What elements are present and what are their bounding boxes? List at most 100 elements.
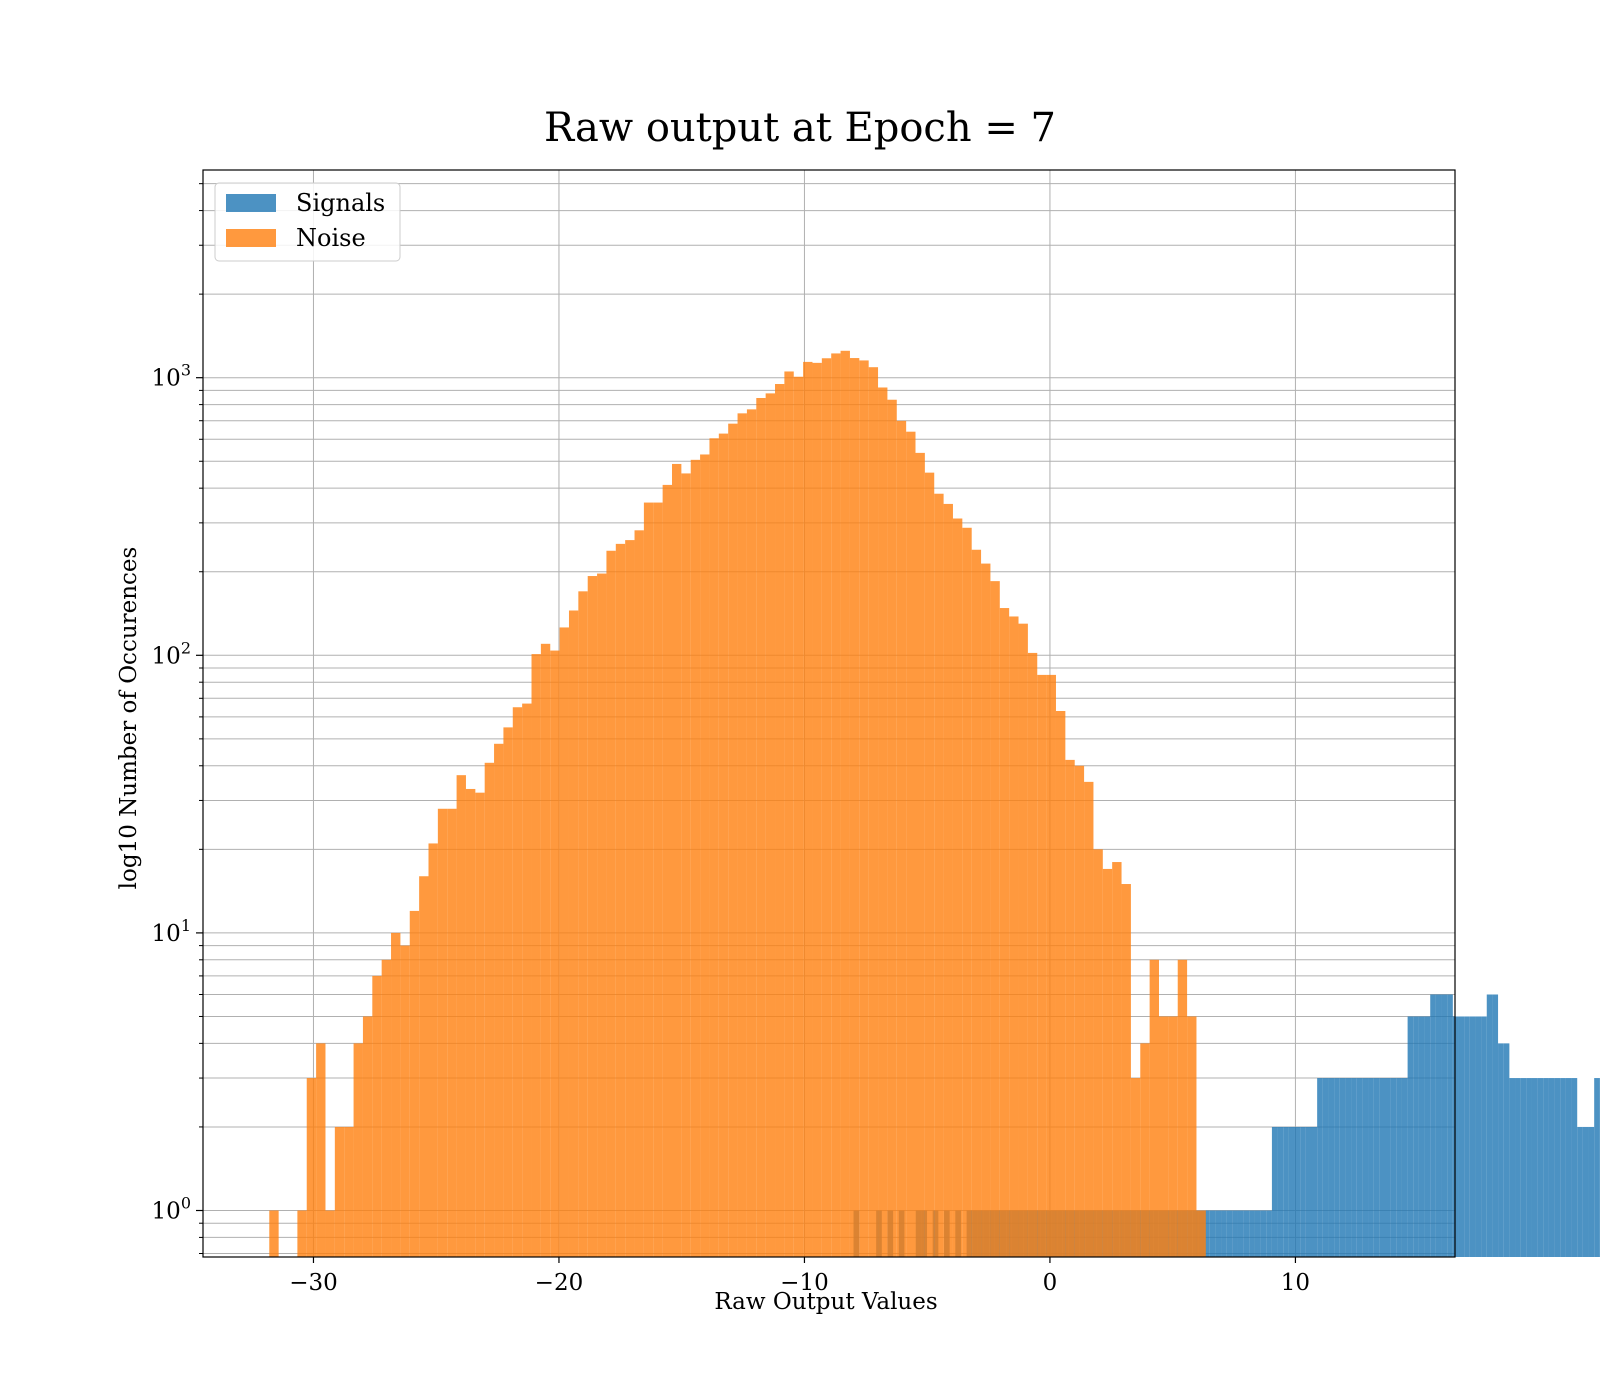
bar-signals <box>1582 1126 1589 1257</box>
x-tick-label: 0 <box>1043 1270 1058 1296</box>
bar-signals <box>1311 1126 1318 1257</box>
bar-noise <box>896 420 907 1257</box>
bar-signals <box>1571 1078 1578 1257</box>
bar-signals <box>1452 1016 1459 1257</box>
bar-noise <box>306 1078 317 1257</box>
bar-signals <box>1458 1016 1465 1257</box>
x-axis-label: Raw Output Values <box>714 1289 937 1315</box>
bar-noise <box>952 518 963 1257</box>
x-tick-label: 10 <box>1281 1270 1310 1296</box>
bar-signals <box>1277 1126 1284 1257</box>
bar-noise <box>1121 884 1131 1257</box>
bar-signals <box>1435 994 1442 1257</box>
bar-noise <box>409 910 420 1257</box>
bar-signals <box>1221 1210 1227 1257</box>
bar-signals <box>1209 1210 1216 1257</box>
bar-noise <box>353 1043 363 1257</box>
bar-signals <box>1260 1210 1267 1257</box>
bar-noise <box>681 473 691 1257</box>
bar-signals <box>1543 1078 1549 1257</box>
bar-signals <box>1317 1078 1323 1257</box>
bar-noise <box>1065 759 1075 1257</box>
bar-noise <box>831 353 841 1257</box>
bar-noise <box>391 932 401 1257</box>
bar-signals <box>1469 1016 1476 1257</box>
bar-noise <box>718 433 729 1258</box>
bar-noise <box>709 438 719 1257</box>
legend-swatch-noise <box>226 229 276 247</box>
bar-noise <box>559 627 569 1257</box>
bar-noise <box>456 775 466 1257</box>
bar-noise <box>344 1126 354 1257</box>
y-tick-label: 103 <box>152 361 191 392</box>
y-tick-label: 101 <box>152 916 191 947</box>
bar-noise <box>428 843 438 1257</box>
bar-noise <box>878 387 888 1257</box>
bar-signals <box>1486 994 1493 1257</box>
bar-signals <box>1215 1210 1222 1257</box>
bar-noise <box>653 502 663 1257</box>
bar-noise <box>465 788 476 1257</box>
bar-noise <box>297 1210 307 1257</box>
bar-noise <box>1018 623 1028 1257</box>
x-tick-label: −20 <box>535 1270 584 1296</box>
bar-noise <box>868 367 879 1257</box>
bar-noise <box>962 527 972 1257</box>
bar-noise <box>1112 862 1122 1257</box>
bar-noise <box>419 876 429 1257</box>
bar-signals <box>1243 1210 1250 1257</box>
bar-noise <box>400 945 410 1257</box>
bar-noise <box>1149 959 1159 1257</box>
bar-noise <box>999 608 1010 1257</box>
bar-noise <box>793 376 804 1257</box>
bar-noise <box>484 762 495 1257</box>
bar-signals <box>1300 1126 1306 1257</box>
bar-noise <box>1140 1043 1150 1257</box>
legend-label-signals: Signals <box>296 189 385 217</box>
y-tick-label: 100 <box>152 1194 191 1225</box>
bar-signals <box>1418 1016 1425 1257</box>
bar-signals <box>1288 1126 1295 1257</box>
y-axis-label: log10 Number of Occurences <box>116 547 142 890</box>
bar-noise <box>381 959 392 1257</box>
bar-signals <box>1356 1078 1363 1257</box>
bar-signals <box>1537 1078 1544 1257</box>
bar-noise <box>372 975 382 1257</box>
legend: Signals Noise <box>214 182 401 262</box>
bar-noise <box>1027 652 1038 1257</box>
bar-noise <box>756 398 766 1257</box>
bar-noise <box>1168 1016 1178 1257</box>
bar-noise <box>1177 959 1188 1257</box>
bar-noise <box>1187 1016 1197 1257</box>
legend-swatch-signals <box>226 194 276 212</box>
bar-noise <box>606 550 616 1257</box>
bar-noise <box>550 650 560 1257</box>
bar-signals <box>1515 1078 1521 1257</box>
bar-noise <box>568 610 579 1257</box>
bar-signals <box>1503 1043 1510 1257</box>
bar-signals <box>1373 1078 1380 1257</box>
bar-noise <box>915 452 925 1257</box>
bar-signals <box>1577 1126 1583 1257</box>
bar-noise <box>943 503 953 1257</box>
bar-noise <box>906 431 916 1257</box>
bar-noise <box>1055 711 1066 1257</box>
bar-noise <box>887 399 897 1258</box>
bar-noise <box>849 358 860 1257</box>
bar-signals <box>1305 1126 1312 1257</box>
bar-signals <box>1384 1078 1391 1257</box>
bar-signals <box>1271 1126 1278 1257</box>
bar-noise <box>625 540 635 1257</box>
bar-noise <box>634 530 644 1257</box>
bar-noise <box>1046 674 1056 1257</box>
bar-signals <box>1430 994 1436 1257</box>
bar-noise <box>737 413 747 1258</box>
bar-signals <box>1475 1016 1482 1257</box>
legend-label-noise: Noise <box>296 224 366 252</box>
bar-signals <box>1560 1078 1566 1257</box>
bar-noise <box>512 707 523 1257</box>
bar-noise <box>840 350 850 1257</box>
bar-signals <box>1565 1078 1572 1257</box>
bar-signals <box>1588 1126 1595 1257</box>
bar-noise <box>316 1043 326 1257</box>
